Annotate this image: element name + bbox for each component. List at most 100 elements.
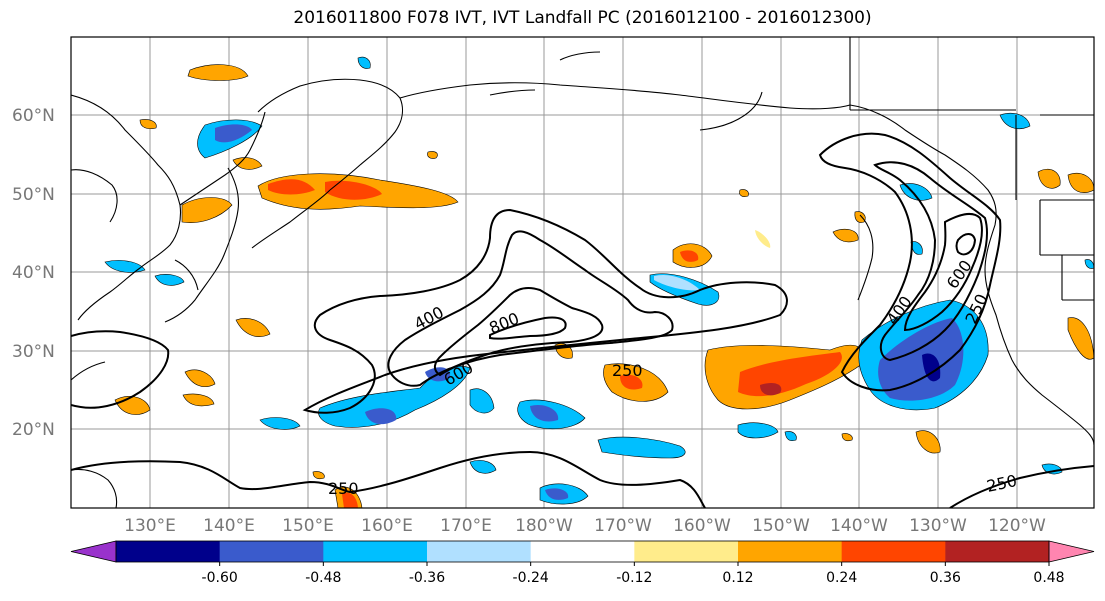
colorbar-tick-label: 0.48: [1033, 570, 1064, 586]
contour-250-outer-east: [818, 132, 1002, 392]
anomaly-blob: [760, 382, 782, 396]
colorbar-tick-label: -0.36: [409, 570, 445, 586]
colorbar-tick-label: 0.24: [826, 570, 857, 586]
colorbar: -0.60 -0.48 -0.36 -0.24 -0.12 0.12 0.24 0.36 0.4…: [70, 540, 1095, 586]
anomaly-blob: [832, 228, 859, 243]
gridlines: [71, 37, 1094, 508]
anomaly-blob: [739, 189, 749, 197]
colorbar-cell: [323, 541, 428, 562]
contour-label: 250: [612, 361, 643, 380]
anomaly-blob: [325, 180, 382, 200]
anomaly-blob: [1037, 168, 1061, 189]
anomaly-blob: [469, 388, 495, 414]
colorbar-cells: [70, 540, 1095, 563]
lat-label: 40°N: [12, 263, 55, 283]
lon-label: 180°W: [515, 516, 573, 536]
anomaly-blob: [597, 436, 686, 459]
colorbar-cell: [634, 541, 739, 562]
anomaly-blob: [312, 471, 325, 480]
contour-250-southwest: [71, 330, 170, 409]
anomaly-blob: [104, 260, 146, 273]
colorbar-border: [115, 540, 1050, 563]
colorbar-cell: [427, 541, 532, 562]
lat-label: 60°N: [12, 106, 55, 126]
contour-250-south: [71, 450, 706, 508]
anomaly-blob: [878, 318, 964, 401]
anomaly-blob: [154, 274, 185, 286]
anomaly-blob: [427, 151, 438, 159]
anomaly-blob: [365, 408, 397, 425]
anomaly-blob: [922, 353, 941, 382]
map-title: 2016011800 F078 IVT, IVT Landfall PC (20…: [293, 8, 872, 28]
colorbar-extend-min: [70, 540, 117, 563]
anomaly-blob: [654, 274, 700, 291]
anomaly-blob: [841, 433, 853, 442]
anomaly-blob: [784, 431, 797, 442]
lon-label: 170°E: [440, 516, 492, 536]
colorbar-cell: [530, 541, 635, 562]
contour-400-east: [873, 161, 988, 362]
colorbar-tick-label: -0.24: [513, 570, 549, 586]
lon-label: 120°W: [988, 516, 1046, 536]
lon-label: 160°W: [673, 516, 731, 536]
colorbar-tick-label: -0.60: [202, 570, 238, 586]
anomaly-blob: [915, 430, 941, 454]
longitude-labels: 130°E 140°E 150°E 160°E 170°E 180°W 170°…: [124, 516, 1046, 536]
lat-label: 30°N: [12, 342, 55, 362]
anomaly-blob: [737, 422, 779, 439]
anomaly-blob: [232, 157, 263, 170]
lon-label: 130°E: [124, 516, 176, 536]
colorbar-tick-label: -0.48: [305, 570, 341, 586]
anomaly-blob: [182, 393, 215, 407]
lat-label: 20°N: [12, 420, 55, 440]
lon-label: 160°E: [361, 516, 413, 536]
colorbar-tick-label: 0.12: [722, 570, 753, 586]
contour-800-east: [955, 233, 977, 256]
lon-label: 140°E: [203, 516, 255, 536]
contour-800-west: [489, 316, 567, 340]
anomaly-blob: [530, 404, 559, 422]
map-content: 400 800 600 250 400 600 250 250 250: [71, 37, 1094, 508]
positive-anomaly-shading: [114, 64, 1094, 508]
lon-label: 140°W: [830, 516, 888, 536]
anomaly-blob: [235, 318, 271, 337]
anomaly-blob: [184, 369, 216, 387]
coastlines: [71, 37, 1094, 508]
colorbar-cell: [116, 541, 221, 562]
anomaly-blob: [215, 124, 252, 143]
anomaly-blob: [1067, 172, 1094, 193]
anomaly-blob: [1084, 259, 1094, 269]
anomaly-blob: [187, 64, 249, 81]
anomaly-blob: [620, 374, 643, 390]
contour-label: 250: [328, 479, 359, 498]
anomaly-blob: [999, 112, 1031, 129]
anomaly-blob: [680, 250, 699, 262]
anomaly-blob: [139, 119, 157, 130]
map-frame: [70, 36, 1095, 509]
anomaly-blob: [181, 197, 233, 223]
anomaly-blob: [545, 488, 569, 500]
negative-anomaly-shading: [104, 56, 1094, 505]
contour-250-west: [302, 208, 788, 414]
lon-label: 150°W: [752, 516, 810, 536]
latitude-labels: 60°N 50°N 40°N 30°N 20°N: [12, 106, 55, 440]
anomaly-blob: [854, 211, 866, 223]
anomaly-blob: [268, 179, 315, 195]
colorbar-cell: [738, 541, 843, 562]
anomaly-blob: [342, 492, 358, 508]
lon-label: 150°E: [282, 516, 334, 536]
colorbar-extend-max: [1048, 540, 1095, 563]
colorbar-tick-label: 0.36: [930, 570, 961, 586]
colorbar-cell: [219, 541, 324, 562]
contour-600-east: [903, 212, 983, 332]
colorbar-tick-label: -0.12: [616, 570, 652, 586]
ivt-contours: [71, 132, 1094, 508]
lon-label: 170°W: [594, 516, 652, 536]
contour-400-west: [387, 230, 674, 387]
colorbar-ticks: -0.60 -0.48 -0.36 -0.24 -0.12 0.12 0.24 0.36 0.4…: [202, 562, 1065, 586]
contour-250-southeast: [949, 465, 1094, 508]
anomaly-blob: [755, 230, 771, 248]
anomaly-blob: [357, 56, 371, 69]
anomaly-blob: [469, 460, 497, 474]
colorbar-cell: [945, 541, 1050, 562]
